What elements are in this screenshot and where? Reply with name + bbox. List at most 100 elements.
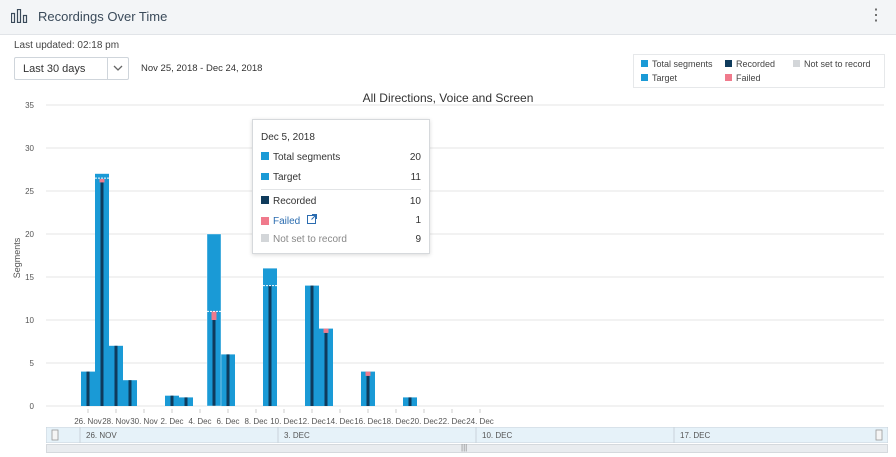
legend-item-target[interactable]: Target (641, 73, 677, 84)
tooltip-value: 9 (415, 234, 421, 245)
bar-recorded (100, 182, 104, 406)
legend-label: Failed (736, 73, 761, 84)
bar-recorded (268, 285, 272, 406)
x-tick-label: 28. Nov (102, 417, 130, 426)
time-range-value: Last 30 days (23, 63, 86, 75)
bar-failed (365, 371, 371, 376)
bar-recorded (366, 375, 370, 406)
x-tick-label: 24. Dec (466, 417, 494, 426)
tooltip-swatch (261, 216, 269, 225)
legend-label: Target (652, 73, 678, 84)
tooltip-row-not-set: Not set to record 9 (261, 233, 421, 247)
tooltip-date: Dec 5, 2018 (261, 132, 315, 143)
y-tick-label: 15 (25, 273, 34, 282)
y-tick-label: 10 (25, 316, 34, 325)
navigator-scrollbar[interactable]: ||| (46, 443, 888, 453)
tooltip-label: Not set to record (273, 234, 347, 245)
tooltip-failed-link[interactable]: Failed (273, 216, 301, 228)
time-range-dropdown[interactable]: Last 30 days (14, 57, 129, 80)
legend-label: Total segments (652, 59, 713, 70)
tooltip-swatch (261, 152, 269, 161)
legend-item-failed[interactable]: Failed (725, 73, 761, 84)
bar-recorded (114, 345, 118, 406)
y-tick-label: 0 (30, 402, 35, 411)
tooltip-swatch (261, 196, 269, 205)
last-updated-text: Last updated: 02:18 pm (14, 40, 120, 51)
tooltip-value: 1 (415, 215, 421, 226)
navigator-label: 17. DEC (680, 431, 710, 440)
y-tick-label: 35 (25, 101, 34, 110)
legend-swatch (725, 60, 732, 68)
x-tick-label: 22. Dec (438, 417, 466, 426)
bar-failed (99, 178, 105, 183)
bar-chart-icon (10, 8, 29, 28)
bar-recorded (212, 320, 216, 406)
legend-swatch (793, 60, 800, 68)
vertical-dots-icon[interactable]: ⋮ (868, 7, 884, 24)
x-tick-label: 14. Dec (326, 417, 354, 426)
bar-recorded (86, 371, 90, 406)
tooltip-row-failed: Failed 1 (261, 214, 421, 228)
panel-title: Recordings Over Time (38, 9, 168, 24)
x-tick-label: 6. Dec (216, 417, 239, 426)
navigator-label: 26. NOV (86, 431, 117, 440)
bar-recorded (226, 354, 230, 406)
x-tick-label: 2. Dec (160, 417, 183, 426)
bar-recorded (324, 332, 328, 406)
bar-failed (211, 311, 217, 320)
y-tick-label: 5 (30, 359, 35, 368)
bar-recorded (310, 285, 314, 406)
tooltip-value: 20 (409, 152, 421, 163)
legend-item-total-segments[interactable]: Total segments (641, 59, 713, 70)
y-tick-label: 20 (25, 230, 34, 239)
x-tick-label: 10. Dec (270, 417, 298, 426)
x-tick-label: 20. Dec (410, 417, 438, 426)
legend-swatch (725, 74, 732, 82)
bar-hover-outline (206, 233, 222, 407)
external-link-icon[interactable] (307, 214, 318, 229)
chevron-down-icon[interactable] (111, 61, 125, 80)
navigator-range-fill (46, 427, 888, 443)
panel-header: Recordings Over Time ⋮ (0, 0, 896, 35)
x-tick-label: 8. Dec (244, 417, 267, 426)
chart-tooltip: Dec 5, 2018 Total segments 20 Target 11 … (252, 119, 430, 254)
tooltip-label: Recorded (273, 196, 317, 207)
legend-label: Not set to record (804, 59, 871, 70)
y-tick-label: 25 (25, 187, 34, 196)
bar-recorded (128, 380, 132, 406)
x-tick-label: 26. Nov (74, 417, 102, 426)
bar-recorded (184, 397, 188, 406)
bar-recorded (408, 397, 412, 406)
x-tick-label: 12. Dec (298, 417, 326, 426)
legend-label: Recorded (736, 59, 776, 70)
grip-icon: ||| (461, 443, 468, 452)
chart-title: All Directions, Voice and Screen (362, 91, 534, 105)
x-tick-label: 16. Dec (354, 417, 382, 426)
navigator-label: 10. DEC (482, 431, 512, 440)
tooltip-value: 11 (410, 172, 421, 183)
chart-legend: Total segments Recorded Not set to recor… (633, 54, 885, 88)
navigator-handle-right (875, 429, 883, 441)
x-tick-label: 4. Dec (188, 417, 211, 426)
x-tick-label: 30. Nov (130, 417, 158, 426)
y-axis-label: Segments (12, 237, 22, 278)
tooltip-label: Total segments (273, 152, 341, 163)
legend-item-recorded[interactable]: Recorded (725, 59, 775, 70)
legend-swatch (641, 60, 648, 68)
tooltip-swatch (261, 234, 269, 243)
tooltip-divider (261, 189, 421, 190)
tooltip-row-recorded: Recorded 10 (261, 195, 421, 209)
range-navigator[interactable]: 26. NOV 3. DEC 10. DEC 17. DEC (46, 427, 888, 443)
bar-recorded (170, 395, 174, 406)
navigator-label: 3. DEC (284, 431, 310, 440)
x-tick-label: 18. Dec (382, 417, 410, 426)
tooltip-row-total: Total segments 20 (261, 151, 421, 165)
tooltip-row-target: Target 11 (261, 171, 421, 185)
date-range-text: Nov 25, 2018 - Dec 24, 2018 (141, 63, 263, 74)
tooltip-swatch (261, 172, 269, 180)
y-tick-label: 30 (25, 144, 34, 153)
legend-swatch (641, 74, 648, 82)
dropdown-divider (107, 58, 108, 79)
legend-item-not-set-to-record[interactable]: Not set to record (793, 59, 871, 70)
